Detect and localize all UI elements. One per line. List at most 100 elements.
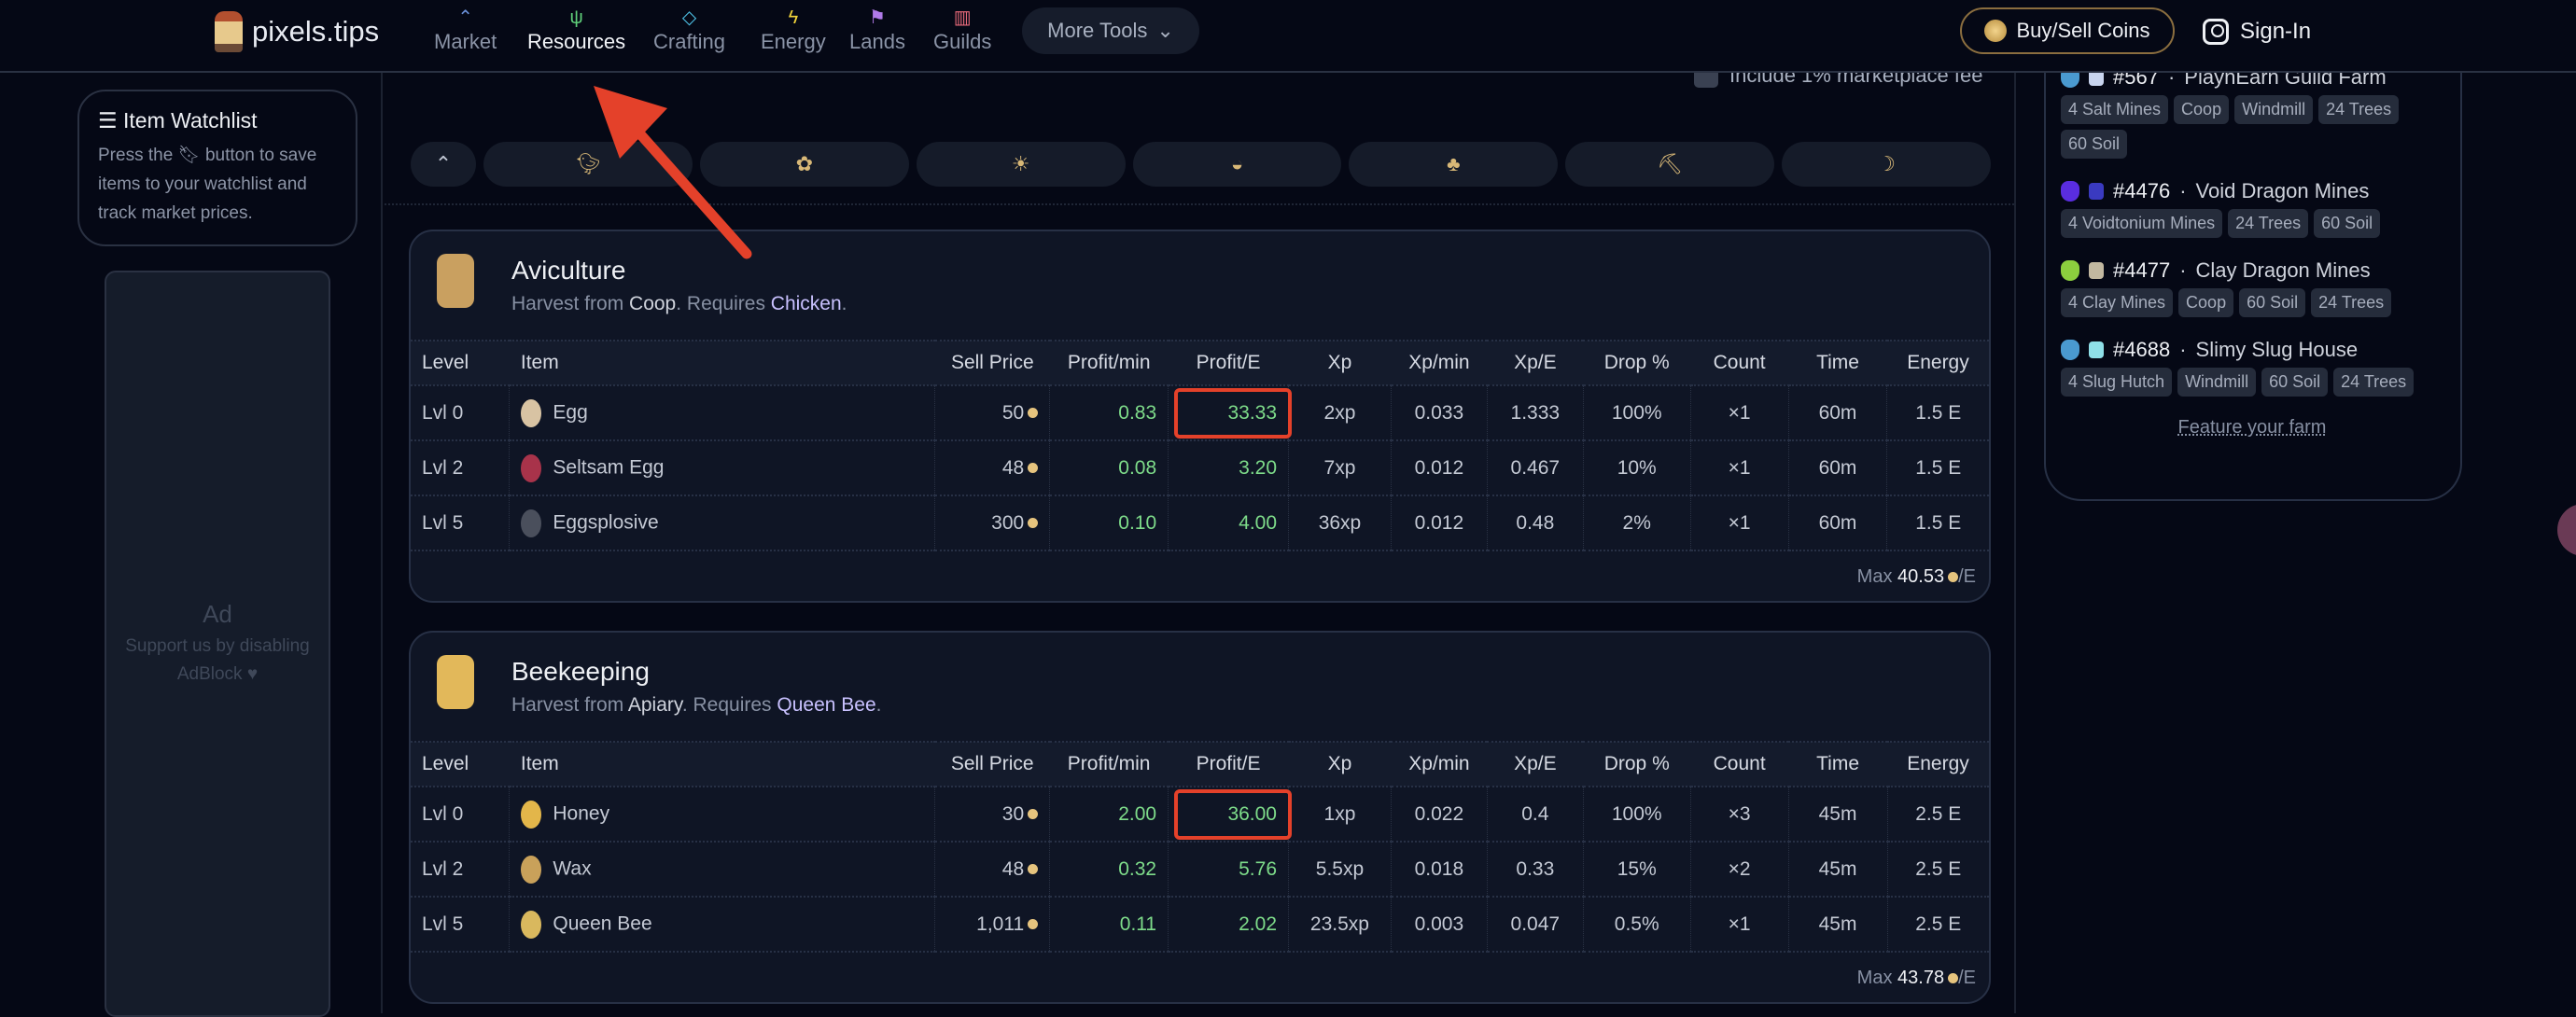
column-header[interactable]: Profit/min xyxy=(1049,340,1169,386)
tree-icon xyxy=(2061,340,2079,360)
highlight-box xyxy=(1174,388,1292,439)
column-header[interactable]: Sell Price xyxy=(934,340,1050,386)
section-aviculture: Aviculture Harvest from Coop. Requires C… xyxy=(409,230,1991,603)
cell-level: Lvl 5 xyxy=(411,897,510,953)
top-nav: pixels.tips More Tools ⌄ Buy/Sell Coins S… xyxy=(0,0,2576,73)
featured-farm[interactable]: #4477 · Clay Dragon Mines 4 Clay Mines Coop… xyxy=(2061,258,2443,317)
cell-drop: 2% xyxy=(1582,495,1691,551)
table-row[interactable]: Lvl 2 Seltsam Egg 48 0.08 3.20 7xp 0.012 0.467 1… xyxy=(411,440,1989,496)
nav-lands[interactable]: ⚑ Lands xyxy=(849,7,905,53)
column-header[interactable]: Energy xyxy=(1886,340,1989,386)
cell-xpe: 0.48 xyxy=(1486,495,1584,551)
feature-your-farm-link[interactable]: Feature your farm xyxy=(2177,417,2327,438)
filter-beekeeping[interactable]: ✿ xyxy=(699,142,909,187)
filter-bug[interactable]: ☀ xyxy=(916,142,1126,187)
column-header[interactable]: Profit/E xyxy=(1168,340,1289,386)
more-tools-button[interactable]: More Tools ⌄ xyxy=(1022,7,1199,54)
filter-mushroom-sack[interactable]: ◒ xyxy=(1132,142,1342,187)
table-row[interactable]: Lvl 5 Eggsplosive 300 0.10 4.00 36xp 0.012 0.48… xyxy=(411,495,1989,551)
cell-time: 45m xyxy=(1787,842,1887,898)
cell-xp: 5.5xp xyxy=(1288,842,1392,898)
column-header[interactable]: Count xyxy=(1690,340,1789,386)
featured-farm[interactable]: #4476 · Void Dragon Mines 4 Voidtonium Min… xyxy=(2061,179,2443,238)
table-row[interactable]: Lvl 0 Egg 50 0.83 33.33 2xp 0.033 1.333 100% ×1 60… xyxy=(411,385,1989,441)
farm-tag: 60 Soil xyxy=(2239,288,2306,317)
column-header[interactable]: Drop % xyxy=(1583,741,1691,787)
coin-icon xyxy=(1984,20,2008,42)
tree-icon xyxy=(2061,260,2079,281)
coin-icon xyxy=(1028,809,1039,820)
section-beekeeping: Beekeeping Harvest from Apiary. Requires… xyxy=(409,631,1991,1004)
column-header[interactable]: Item xyxy=(509,340,935,386)
cell-xpmin: 0.033 xyxy=(1390,385,1488,441)
beekeeping-icon: ✿ xyxy=(795,152,813,175)
column-header[interactable]: Profit/min xyxy=(1049,741,1169,787)
nav-crafting[interactable]: ◇ Crafting xyxy=(653,7,726,53)
table-row[interactable]: Lvl 5 Queen Bee 1,011 0.11 2.02 23.5xp 0.003 0.… xyxy=(411,897,1989,953)
cell-xpe: 0.4 xyxy=(1486,787,1584,843)
diamond-icon: ◇ xyxy=(681,7,697,28)
column-header[interactable]: Energy xyxy=(1887,741,1989,787)
farm-tag: 4 Salt Mines xyxy=(2061,95,2169,124)
user-icon xyxy=(2203,19,2229,45)
item-watchlist-card: ☰ Item Watchlist Press the 🔖︎ button to … xyxy=(77,90,357,246)
column-header[interactable]: Sell Price xyxy=(934,741,1050,787)
column-header[interactable]: Count xyxy=(1690,741,1789,787)
highlight-box xyxy=(1174,789,1292,840)
cell-count: ×3 xyxy=(1689,787,1789,843)
column-header[interactable]: Drop % xyxy=(1583,340,1691,386)
cell-xpe: 0.047 xyxy=(1486,897,1584,953)
coin-icon xyxy=(1948,572,1959,583)
floating-button[interactable] xyxy=(2557,504,2576,556)
cell-count: ×1 xyxy=(1689,897,1789,953)
max-profit: Max 43.78/E xyxy=(1856,968,1976,988)
column-header[interactable]: Time xyxy=(1788,340,1887,386)
featured-farm[interactable]: #4688 · Slimy Slug House 4 Slug Hutch Windm… xyxy=(2061,338,2443,397)
item-icon xyxy=(521,453,542,482)
table-row[interactable]: Lvl 2 Wax 48 0.32 5.76 5.5xp 0.018 0.33 15% ×2 45m… xyxy=(411,842,1989,898)
filter-slug[interactable]: ☽ xyxy=(1782,142,1992,187)
castle-icon: ▥ xyxy=(953,7,972,28)
column-header[interactable]: Xp/min xyxy=(1391,340,1488,386)
filter-mushroom[interactable]: ♣ xyxy=(1349,142,1559,187)
column-header[interactable]: Xp/min xyxy=(1391,741,1488,787)
cell-xp: 36xp xyxy=(1288,495,1392,551)
cell-count: ×1 xyxy=(1689,385,1789,441)
slug-icon: ☽ xyxy=(1877,152,1896,175)
section-subtitle: Harvest from Apiary. Requires Queen Bee. xyxy=(511,694,882,716)
cell-energy: 1.5 E xyxy=(1886,385,1989,441)
nav-resources[interactable]: ψ Resources xyxy=(527,7,626,53)
divider xyxy=(385,203,2014,205)
filter-collapse[interactable]: ⌃ xyxy=(411,142,476,187)
collapse-icon: ⌃ xyxy=(434,152,453,175)
farm-tag: 60 Soil xyxy=(2314,209,2381,238)
column-header[interactable]: Xp xyxy=(1288,340,1392,386)
column-header[interactable]: Profit/E xyxy=(1168,741,1289,787)
featured-farm[interactable]: #567 · PlaynEarn Gulid Farm 4 Salt Mines Co… xyxy=(2061,65,2443,159)
cell-xp: 23.5xp xyxy=(1288,897,1392,953)
column-header[interactable]: Level xyxy=(411,741,510,787)
buy-sell-coins-button[interactable]: Buy/Sell Coins xyxy=(1960,7,2175,54)
column-header[interactable]: Xp/E xyxy=(1487,340,1584,386)
item-icon xyxy=(521,910,542,939)
filter-pickaxe[interactable]: ⛏ xyxy=(1565,142,1775,187)
cell-energy: 2.5 E xyxy=(1886,842,1989,898)
bug-icon: ☀ xyxy=(1011,152,1030,175)
column-header[interactable]: Xp/E xyxy=(1487,741,1584,787)
column-header[interactable]: Item xyxy=(509,741,935,787)
column-header[interactable]: Time xyxy=(1788,741,1887,787)
nav-market[interactable]: ⌃ Market xyxy=(434,7,497,53)
sign-in-button[interactable]: Sign-In xyxy=(2203,13,2311,50)
cell-pe: 33.33 xyxy=(1168,385,1289,441)
cell-time: 60m xyxy=(1787,495,1887,551)
column-header[interactable]: Xp xyxy=(1288,741,1392,787)
nav-energy[interactable]: ϟ Energy xyxy=(761,7,826,53)
farm-tag: 24 Trees xyxy=(2333,368,2415,397)
column-header[interactable]: Level xyxy=(411,340,510,386)
arrow-head xyxy=(594,86,667,159)
cell-level: Lvl 5 xyxy=(411,495,510,551)
cell-level: Lvl 0 xyxy=(411,787,510,843)
logo[interactable]: pixels.tips xyxy=(215,11,379,52)
table-row[interactable]: Lvl 0 Honey 30 2.00 36.00 1xp 0.022 0.4 100% ×3 45… xyxy=(411,787,1989,843)
nav-guilds[interactable]: ▥ Guilds xyxy=(933,7,992,53)
